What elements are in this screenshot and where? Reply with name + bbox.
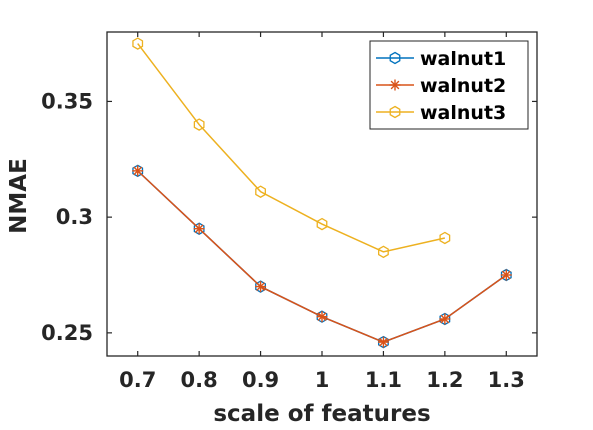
series-layer [132, 37, 512, 349]
x-axis-label: scale of features [213, 401, 430, 427]
data-point [439, 231, 451, 245]
data-point [500, 269, 512, 281]
x-tick-label: 0.9 [242, 368, 279, 392]
y-tick-label: 0.3 [56, 205, 93, 229]
series-walnut2 [132, 165, 512, 348]
legend-label: walnut2 [420, 75, 506, 97]
legend-marker [389, 79, 401, 91]
legend-item-walnut3: walnut3 [376, 102, 506, 124]
legend-item-walnut1: walnut1 [376, 48, 506, 70]
data-point [132, 164, 144, 178]
y-axis-label: NMAE [6, 158, 32, 234]
data-point [193, 118, 205, 131]
data-point [193, 223, 205, 235]
y-tick-label: 0.25 [41, 321, 93, 345]
x-tick-label: 1.1 [365, 368, 402, 392]
legend: walnut1 walnut2 walnut3 [369, 40, 529, 130]
legend-item-walnut2: walnut2 [376, 75, 506, 97]
legend-label: walnut3 [420, 102, 506, 124]
legend-label: walnut1 [420, 48, 506, 70]
data-point [377, 336, 389, 348]
y-tick-label: 0.35 [41, 89, 93, 113]
data-point [316, 217, 328, 231]
data-point [439, 313, 451, 325]
series-walnut3 [132, 37, 451, 259]
data-point [378, 245, 389, 259]
series-line [137, 43, 446, 253]
data-point [316, 311, 328, 323]
data-point [255, 281, 267, 293]
data-point [132, 165, 144, 177]
legend-marker [389, 105, 401, 119]
data-point [132, 37, 144, 50]
axis-ticks: 0.7 0.8 0.9 1 1.1 1.2 1.3 0.25 0.3 0.35 [41, 32, 537, 392]
legend-marker [389, 51, 401, 65]
x-tick-label: 0.8 [181, 368, 218, 392]
x-tick-label: 0.7 [119, 368, 156, 392]
x-tick-label: 1 [315, 368, 330, 392]
data-point [255, 185, 266, 198]
x-tick-label: 1.2 [426, 368, 463, 392]
x-tick-label: 1.3 [488, 368, 525, 392]
